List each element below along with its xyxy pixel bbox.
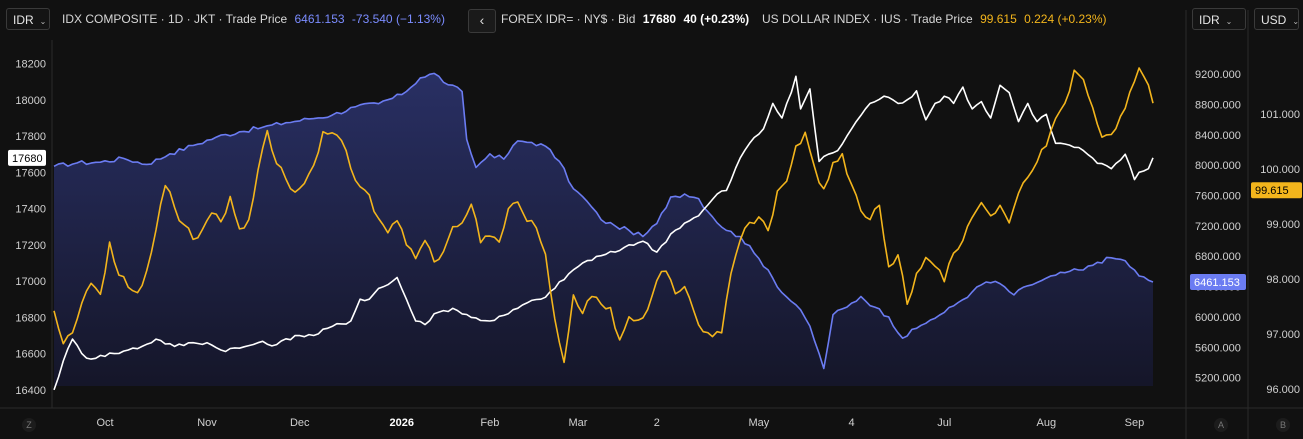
x-tick-label: 4: [849, 417, 855, 429]
chevron-down-icon: ⌄: [39, 17, 47, 26]
x-tick-label: Nov: [197, 417, 217, 429]
legend-usd-name: US DOLLAR INDEX · IUS · Trade Price: [762, 12, 973, 26]
right-a-tick-label: 6800.000: [1195, 251, 1241, 263]
badge-idx-bg: [1190, 273, 1246, 290]
badge-forex: 17680: [12, 153, 43, 165]
x-tick-label: Sep: [1125, 417, 1145, 429]
x-tick-label: Oct: [96, 417, 113, 429]
legend-usd-value: 99.615: [980, 12, 1017, 26]
badge-idx: 6461.153: [1194, 277, 1240, 289]
right-unit-b-dropdown[interactable]: USD ⌄: [1254, 8, 1299, 30]
chevron-left-icon: ‹: [479, 12, 485, 28]
x-tick-label: Mar: [569, 417, 588, 429]
series-line-0: [53, 72, 1154, 370]
left-tick-label: 18000: [15, 95, 46, 107]
corner-a-label: A: [1217, 420, 1224, 430]
legend-forex-value: 17680: [642, 12, 677, 26]
left-tick-label: 18200: [15, 59, 46, 71]
legend-forex[interactable]: FOREX IDR= · NY$ · Bid 17680 40 (+0.23%): [501, 10, 753, 28]
left-unit-dropdown[interactable]: IDR ⌄: [6, 8, 50, 30]
left-tick-label: 17600: [15, 167, 46, 179]
right-a-tick-label: 6000.000: [1195, 312, 1241, 324]
right-b-tick-label: 99.000: [1266, 219, 1300, 231]
left-tick-label: 16600: [15, 349, 46, 361]
left-unit-label: IDR: [13, 13, 34, 27]
corner-z-label: Z: [26, 420, 32, 430]
right-b-tick-label: 100.000: [1260, 164, 1300, 176]
idx-area-layer: [54, 73, 1153, 387]
x-tick-label: 2026: [390, 417, 414, 429]
x-tick-label: Aug: [1037, 417, 1057, 429]
chevron-down-icon: ⌄: [1292, 17, 1300, 26]
last-value-badges: 17680 6461.153 99.615: [8, 149, 1302, 290]
right-a-tick-label: 5200.000: [1195, 373, 1241, 385]
legend-idx-change: -73.540 (−1.13%): [351, 12, 445, 26]
legend-forex-name: FOREX IDR= · NY$ · Bid: [501, 12, 636, 26]
badge-usd: 99.615: [1255, 185, 1289, 197]
left-tick-label: 16400: [15, 385, 46, 397]
right-a-tick-label: 8400.000: [1195, 130, 1241, 142]
series-line-1: [53, 75, 1154, 391]
idx-area: [54, 73, 1153, 387]
corner-z-icon[interactable]: Z: [22, 418, 36, 432]
legend-usd[interactable]: US DOLLAR INDEX · IUS · Trade Price 99.6…: [762, 10, 1111, 28]
left-axis-ticks: 16400 16600 16800 17000 17200 17400 17600 17800…: [15, 59, 46, 397]
right-b-tick-label: 96.000: [1266, 384, 1300, 396]
right-axis-a-ticks: 5200.0005600.0006000.0006400.0006800.000…: [1195, 69, 1241, 385]
legend-idx-value: 6461.153: [294, 12, 345, 26]
left-tick-label: 17200: [15, 240, 46, 252]
corner-b-icon[interactable]: B: [1276, 418, 1290, 432]
series-line-2: [53, 67, 1154, 364]
corner-a-icon[interactable]: A: [1214, 418, 1228, 432]
legend-forex-change: 40 (+0.23%): [683, 12, 750, 26]
right-axis-b-ticks: 96.000 97.000 98.000 99.000 100.000 101.000: [1260, 109, 1300, 396]
left-tick-label: 17400: [15, 204, 46, 216]
right-a-tick-label: 9200.000: [1195, 69, 1241, 81]
right-unit-a-label: IDR: [1199, 13, 1220, 27]
right-a-tick-label: 8000.000: [1195, 160, 1241, 172]
right-b-tick-label: 101.000: [1260, 109, 1300, 121]
left-tick-label: 16800: [15, 312, 46, 324]
x-axis-ticks: Oct Nov Dec 2026 Feb Mar 2 May 4 Jul Aug Sep: [96, 417, 1144, 429]
legend-idx-name: IDX COMPOSITE · 1D · JKT · Trade Price: [62, 12, 288, 26]
x-tick-label: Jul: [937, 417, 951, 429]
x-tick-label: Dec: [290, 417, 310, 429]
right-a-tick-label: 7200.000: [1195, 221, 1241, 233]
x-tick-label: Feb: [480, 417, 499, 429]
x-tick-label: May: [748, 417, 769, 429]
left-tick-label: 17800: [15, 131, 46, 143]
right-a-tick-label: 8800.000: [1195, 99, 1241, 111]
series-lines: [53, 67, 1154, 391]
right-b-tick-label: 98.000: [1266, 274, 1300, 286]
x-tick-label: 2: [654, 417, 660, 429]
badge-usd-bg: [1251, 182, 1302, 199]
legend-usd-change: 0.224 (+0.23%): [1024, 12, 1107, 26]
corner-b-label: B: [1279, 420, 1286, 430]
legend-collapse-button[interactable]: ‹: [468, 9, 496, 33]
axis-lines: [0, 10, 1303, 439]
badge-forex-bg: [8, 149, 46, 166]
right-unit-a-dropdown[interactable]: IDR ⌄: [1192, 8, 1246, 30]
right-a-tick-label: 7600.000: [1195, 191, 1241, 203]
legend-idx[interactable]: IDX COMPOSITE · 1D · JKT · Trade Price 6…: [62, 10, 449, 28]
left-tick-label: 17000: [15, 276, 46, 288]
right-unit-b-label: USD: [1261, 13, 1287, 27]
right-b-tick-label: 97.000: [1266, 329, 1300, 341]
right-a-tick-label: 5600.000: [1195, 342, 1241, 354]
chevron-down-icon: ⌄: [1225, 17, 1233, 26]
